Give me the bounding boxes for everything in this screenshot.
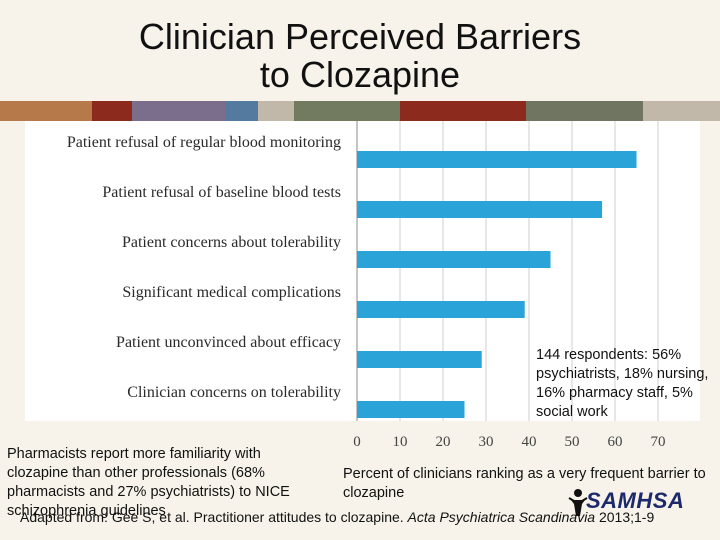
pharmacists-note: Pharmacists report more familiarity with… — [7, 446, 290, 519]
strip-segment — [526, 101, 643, 121]
bar — [357, 301, 525, 318]
decorative-color-strip — [0, 101, 720, 121]
chart-panel: Patient refusal of regular blood monitor… — [25, 121, 700, 421]
slide-title: Clinician Perceived Barriers to Clozapin… — [0, 18, 720, 94]
bar — [357, 201, 603, 218]
strip-segment — [132, 101, 225, 121]
citation: Adapted from: Gee S, et al. Practitioner… — [20, 509, 654, 525]
citation-journal: Acta Psychiatrica Scandinavia — [407, 509, 596, 525]
category-label: Clinician concerns on tolerability — [127, 384, 341, 401]
x-tick-label: 50 — [564, 434, 580, 450]
category-label: Patient concerns about tolerability — [122, 234, 341, 251]
bar — [357, 251, 551, 268]
x-axis-label: Percent of clinicians ranking as a very … — [343, 466, 706, 501]
x-tick-label: 40 — [521, 434, 537, 450]
x-tick-label: 10 — [392, 434, 408, 450]
bar — [357, 351, 482, 368]
x-tick-label: 20 — [435, 434, 451, 450]
x-tick-label: 30 — [478, 434, 494, 450]
citation-suffix: 2013;1-9 — [595, 509, 655, 525]
strip-segment — [0, 101, 92, 121]
x-tick-label: 60 — [607, 434, 623, 450]
bar — [357, 401, 465, 418]
strip-segment — [294, 101, 400, 121]
strip-segment — [643, 101, 720, 121]
strip-segment — [400, 101, 526, 121]
category-label: Significant medical complications — [122, 284, 341, 301]
samhsa-figure-icon — [568, 489, 588, 516]
samhsa-wordmark: SAMHSA — [586, 488, 685, 513]
slide-title-line2: to Clozapine — [259, 54, 461, 95]
strip-segment — [225, 101, 258, 121]
samhsa-logo: SAMHSA — [568, 488, 688, 518]
strip-segment — [258, 101, 294, 121]
citation-prefix: Adapted from: Gee S, et al. Practitioner… — [20, 509, 408, 525]
slide-title-line1: Clinician Perceived Barriers — [138, 16, 582, 57]
category-label: Patient refusal of baseline blood tests — [102, 184, 341, 201]
bar — [357, 151, 637, 168]
strip-segment — [92, 101, 132, 121]
category-label: Patient unconvinced about efficacy — [116, 334, 341, 351]
bar-chart: Patient refusal of regular blood monitor… — [67, 121, 659, 421]
category-label: Patient refusal of regular blood monitor… — [67, 134, 341, 151]
x-tick-label: 70 — [650, 434, 666, 450]
x-tick-label: 0 — [353, 434, 361, 450]
respondents-note: 144 respondents: 56% psychiatrists, 18% … — [536, 347, 709, 420]
